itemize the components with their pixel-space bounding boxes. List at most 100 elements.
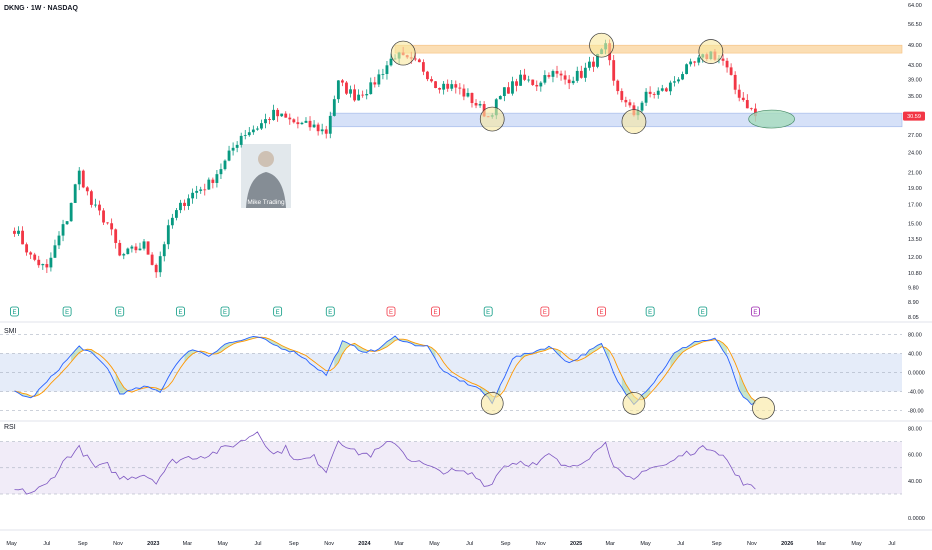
earnings-marker-beat[interactable] [698, 306, 708, 317]
candle-body[interactable] [434, 81, 437, 89]
candle-body[interactable] [664, 88, 668, 92]
earnings-marker-beat[interactable] [325, 306, 335, 317]
candle-body[interactable] [227, 150, 231, 161]
candle-body[interactable] [498, 96, 502, 100]
candle-body[interactable] [174, 210, 178, 218]
candle-body[interactable] [199, 189, 203, 191]
candle-body[interactable] [296, 122, 300, 125]
candle-body[interactable] [357, 94, 361, 101]
candle-body[interactable] [235, 144, 239, 148]
candle-body[interactable] [430, 79, 433, 82]
candle-body[interactable] [547, 75, 551, 77]
candle-body[interactable] [543, 75, 547, 83]
earnings-marker-beat[interactable] [10, 306, 19, 317]
candle-body[interactable] [187, 198, 190, 206]
candle-body[interactable] [515, 81, 518, 86]
candle-body[interactable] [741, 97, 745, 101]
candle-body[interactable] [17, 230, 20, 234]
candle-body[interactable] [579, 70, 583, 78]
candle-body[interactable] [94, 204, 97, 206]
earnings-marker-miss[interactable] [597, 306, 606, 317]
candle-body[interactable] [316, 124, 320, 132]
candle-body[interactable] [251, 129, 255, 133]
candle-body[interactable] [280, 113, 284, 117]
candle-body[interactable] [308, 120, 312, 128]
candle-body[interactable] [612, 60, 616, 81]
candle-body[interactable] [328, 115, 332, 134]
candle-body[interactable] [304, 120, 308, 123]
rsi-pane[interactable]: 80.00 60.00 40.00 0.0000 [0, 427, 925, 522]
candle-body[interactable] [110, 223, 114, 230]
candle-body[interactable] [118, 242, 122, 256]
earnings-marker-beat[interactable] [62, 306, 72, 317]
candle-body[interactable] [41, 264, 45, 266]
candle-body[interactable] [179, 202, 182, 211]
candle-body[interactable] [551, 71, 555, 77]
candle-body[interactable] [154, 264, 158, 273]
candle-body[interactable] [539, 82, 543, 87]
candle-body[interactable] [567, 79, 571, 84]
candle-body[interactable] [138, 248, 142, 251]
earnings-marker-beat[interactable] [645, 306, 655, 317]
candle-body[interactable] [689, 61, 693, 65]
candle-body[interactable] [575, 70, 579, 81]
earnings-marker-beat[interactable] [115, 306, 125, 317]
candle-body[interactable] [652, 93, 656, 95]
candle-body[interactable] [183, 202, 186, 206]
candle-body[interactable] [474, 103, 478, 106]
candle-body[interactable] [312, 124, 316, 128]
candle-body[interactable] [478, 104, 482, 106]
price-pane[interactable]: Mike Trading E E E E E E E E E E E E E E E 64.00 56.50 49.… [0, 3, 932, 422]
candle-body[interactable] [170, 217, 174, 226]
candle-body[interactable] [373, 82, 377, 85]
candle-body[interactable] [195, 190, 199, 193]
candle-body[interactable] [640, 102, 644, 111]
candle-body[interactable] [721, 58, 725, 61]
candle-body[interactable] [673, 81, 676, 83]
candle-body[interactable] [450, 84, 454, 89]
candle-body[interactable] [365, 94, 369, 96]
candle-body[interactable] [29, 252, 33, 255]
earnings-marker-beat[interactable] [220, 306, 230, 317]
candle-body[interactable] [535, 84, 539, 87]
candle-body[interactable] [470, 92, 474, 104]
candle-body[interactable] [49, 257, 53, 268]
candle-body[interactable] [596, 54, 599, 67]
candle-body[interactable] [134, 246, 138, 251]
candle-body[interactable] [668, 82, 672, 92]
candle-body[interactable] [85, 187, 89, 192]
candle-body[interactable] [53, 245, 57, 258]
smi-pane[interactable]: 80.00 40.00 0.0000 -40.00 -80.00 [0, 333, 925, 420]
candle-body[interactable] [660, 88, 664, 91]
candle-body[interactable] [89, 191, 93, 205]
candle-body[interactable] [616, 80, 620, 92]
candle-body[interactable] [211, 179, 215, 183]
earnings-marker-beat[interactable] [483, 306, 493, 317]
candle-body[interactable] [61, 224, 65, 236]
candle-body[interactable] [733, 74, 737, 90]
candle-body[interactable] [243, 135, 247, 136]
candle-body[interactable] [247, 132, 251, 136]
candle-body[interactable] [426, 71, 429, 80]
candle-body[interactable] [73, 184, 77, 203]
candle-body[interactable] [587, 61, 591, 68]
candle-body[interactable] [21, 230, 24, 245]
candle-body[interactable] [677, 79, 680, 82]
candle-body[interactable] [231, 147, 235, 151]
candle-body[interactable] [320, 129, 324, 132]
candle-body[interactable] [466, 92, 470, 97]
candle-body[interactable] [648, 91, 652, 94]
candle-body[interactable] [166, 225, 170, 245]
candle-body[interactable] [272, 109, 276, 121]
earnings-marker-miss[interactable] [431, 306, 440, 317]
candle-body[interactable] [162, 244, 166, 257]
candle-body[interactable] [207, 179, 211, 190]
candle-body[interactable] [494, 99, 498, 116]
candle-body[interactable] [454, 84, 458, 88]
candle-body[interactable] [219, 169, 223, 175]
candle-body[interactable] [571, 80, 575, 84]
candle-body[interactable] [106, 222, 110, 224]
candle-body[interactable] [583, 67, 587, 78]
candle-body[interactable] [438, 88, 442, 90]
